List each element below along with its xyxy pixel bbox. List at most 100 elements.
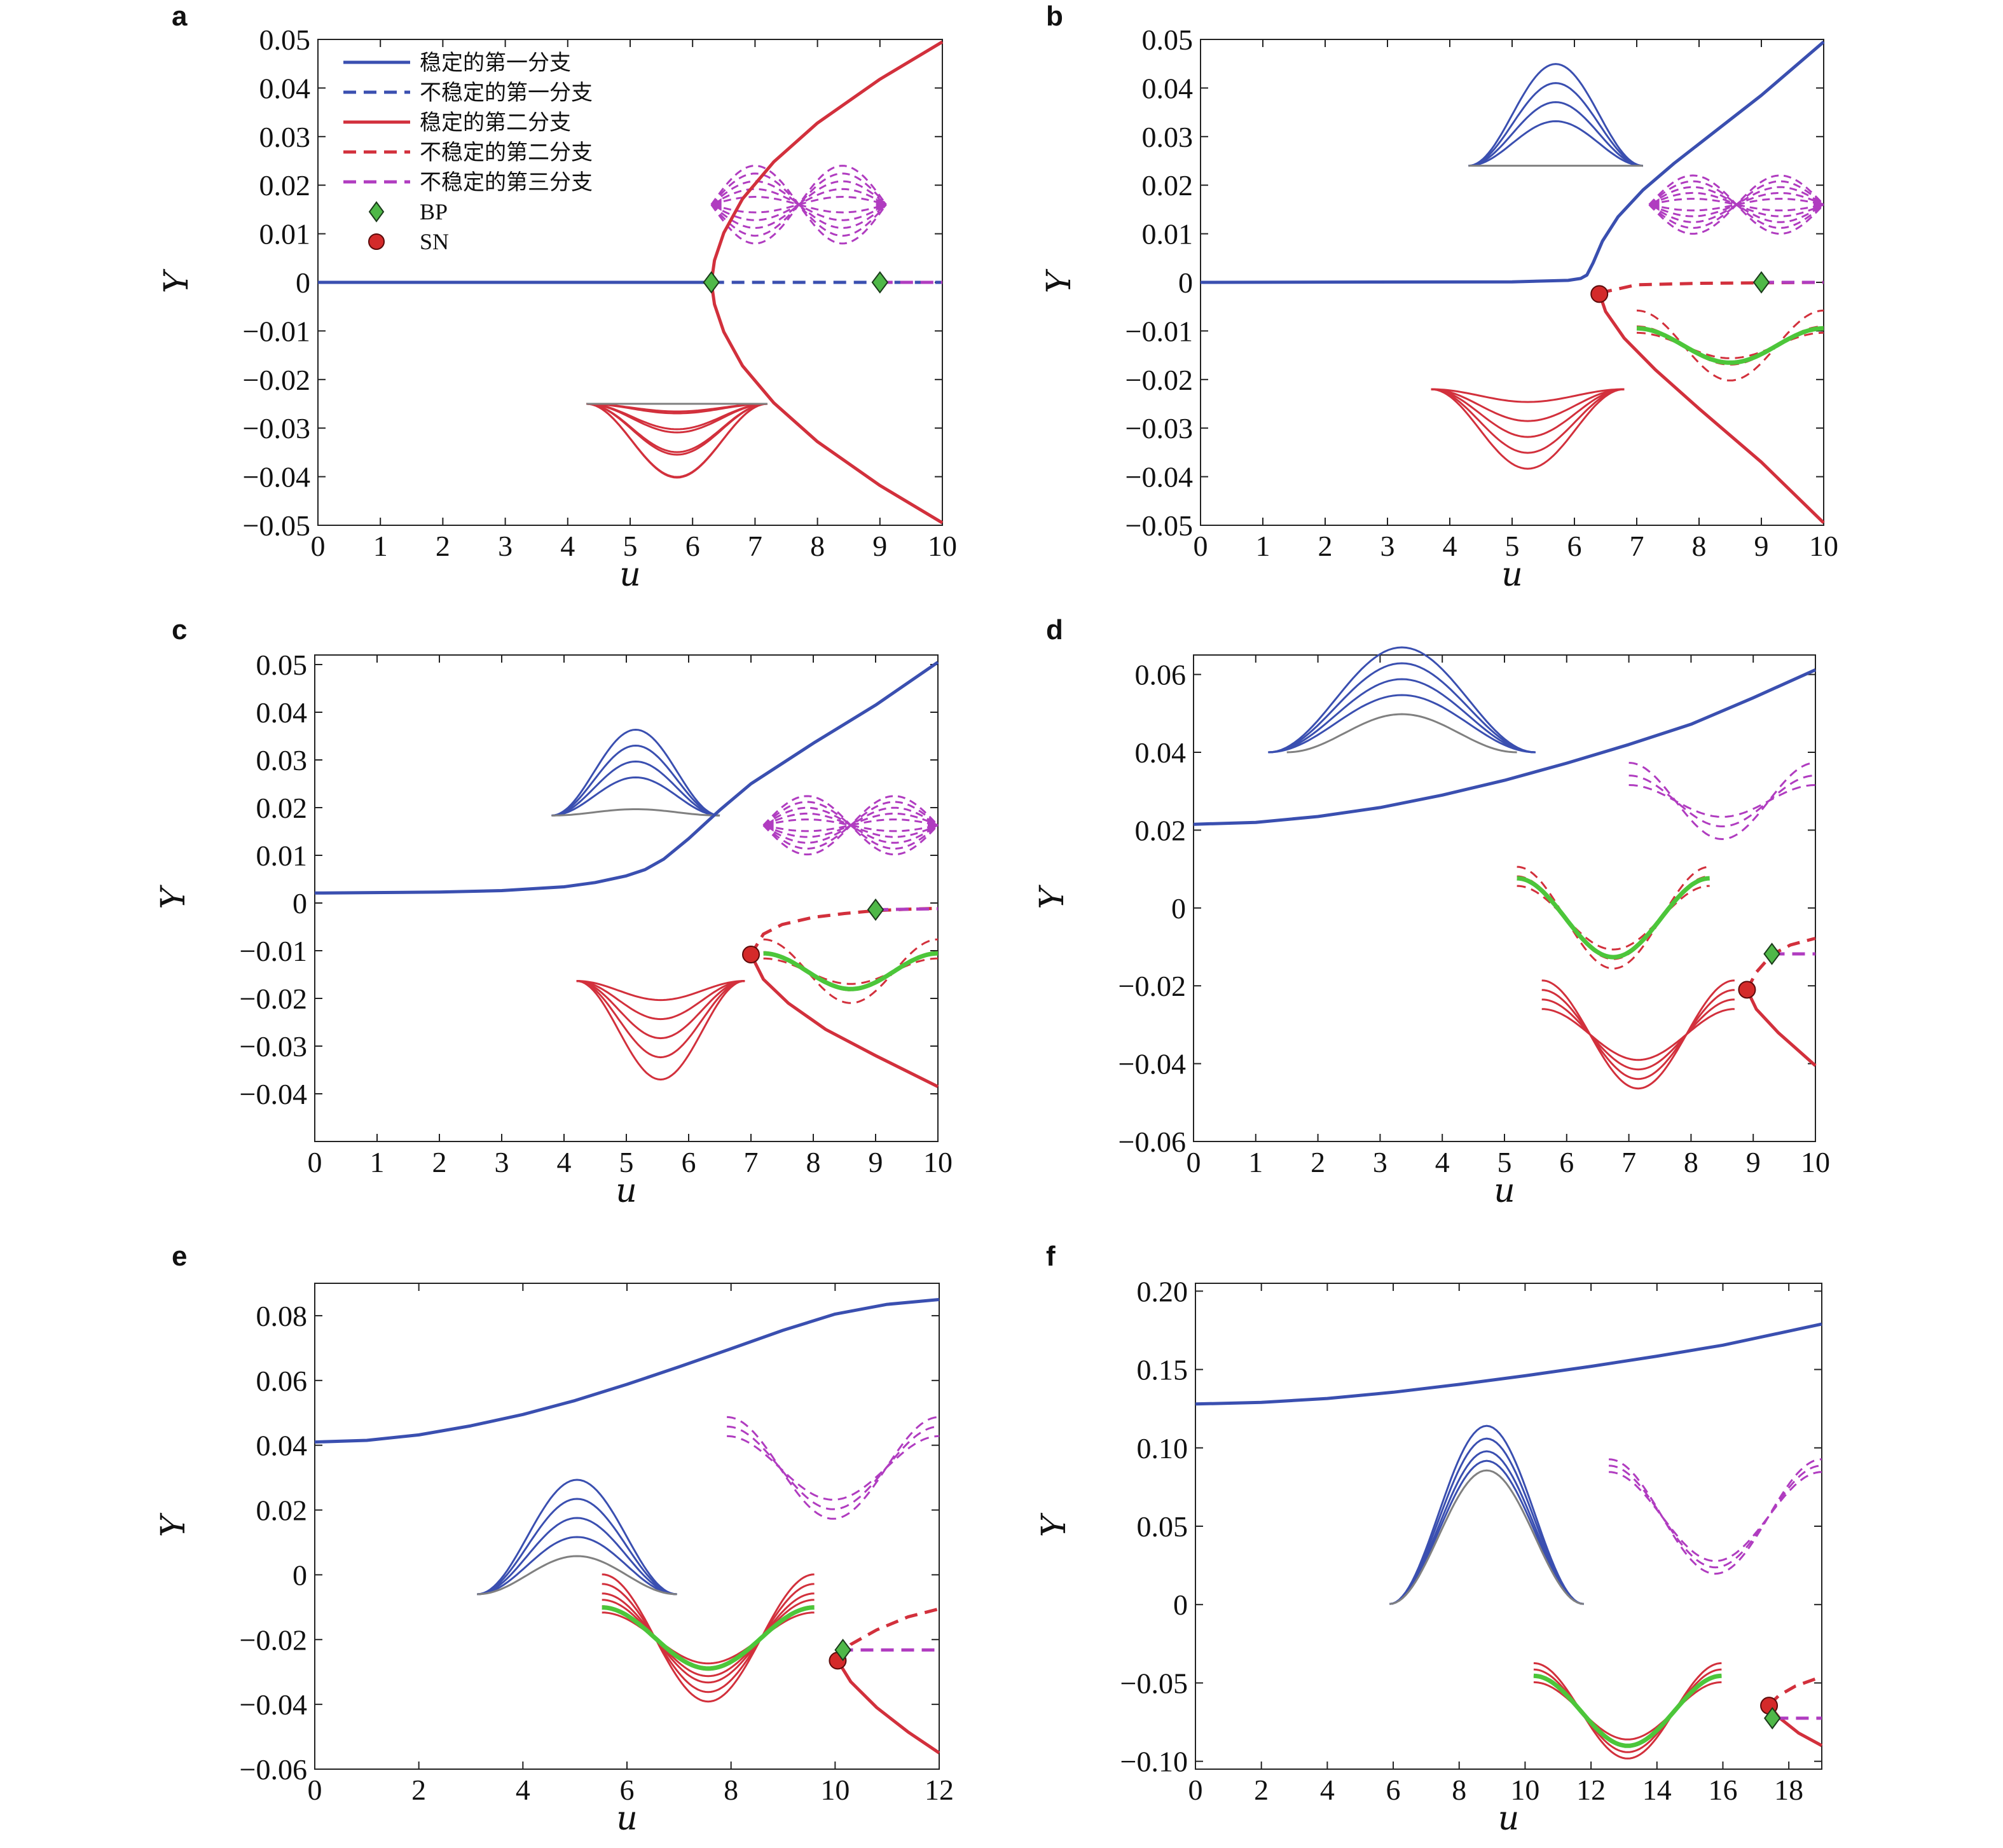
inset-blue-curve <box>551 760 720 817</box>
x-tick-label: 0 <box>311 530 326 562</box>
y-tick-label: −0.01 <box>1125 315 1193 347</box>
x-axis-label: u <box>1501 556 1523 594</box>
y-tick-label: −0.04 <box>240 1688 307 1721</box>
x-tick-label: 6 <box>685 530 700 562</box>
legend-label: SN <box>420 229 449 254</box>
inset-magenta-arrow-left <box>763 818 774 832</box>
bp-marker <box>1763 942 1780 965</box>
inset-red-dashed-curve <box>763 957 938 985</box>
legend-label: 不稳定的第一分支 <box>420 80 593 106</box>
y-tick-label: 0.06 <box>256 1365 308 1397</box>
y-tick-label: 0.05 <box>259 24 311 56</box>
x-axis-label: u <box>1494 1172 1515 1210</box>
inset-magenta-curve <box>727 1425 940 1510</box>
inset-magenta-curve <box>710 203 887 237</box>
panel-d: d 0 1 2 3 4 5 6 7 8 9 10 0.06 0.04 0.02 0 −0.02 −0.04 −0.0… <box>1033 614 1830 1210</box>
y-tick-label: 0.05 <box>256 649 308 681</box>
inset-green-curve <box>602 1605 815 1671</box>
inset-magenta-curve <box>762 801 939 827</box>
y-tick-label: 0.01 <box>1142 218 1194 251</box>
inset-red-dashed-curve <box>1636 309 1824 382</box>
inset-magenta-curve <box>1608 1458 1822 1575</box>
inset-red-curve <box>1431 388 1625 470</box>
y-tick-label: 0.08 <box>256 1300 308 1332</box>
y-tick-label: −0.01 <box>240 935 307 967</box>
x-tick-label: 4 <box>516 1774 530 1806</box>
y-tick-label: 0.03 <box>1142 121 1194 153</box>
inset-red-curve <box>602 1573 815 1703</box>
inset-magenta-arrow-left <box>1649 198 1660 211</box>
inset-magenta-curve <box>762 812 939 827</box>
inset-red-curve <box>602 1583 815 1693</box>
x-tick-label: 8 <box>1452 1774 1466 1806</box>
panel-letter: f <box>1046 1241 1056 1272</box>
y-axis-label: Y <box>1040 268 1078 293</box>
x-tick-label: 7 <box>744 1146 759 1178</box>
x-tick-label: 0 <box>1187 1146 1201 1178</box>
y-tick-label: 0.04 <box>1142 72 1194 104</box>
panel-e: e 0 2 4 6 8 10 12 0.08 0.06 0.04 0.02 0 −0.02 −0.04 −0.… <box>155 1241 954 1838</box>
inset-magenta-curve <box>727 1435 940 1501</box>
plot-frame <box>314 654 939 1142</box>
inset-red-dashed-curve <box>763 938 939 1004</box>
x-tick-label: 6 <box>1559 1146 1574 1178</box>
inset-red-down-curve <box>586 403 768 456</box>
panel-letter: b <box>1046 1 1063 32</box>
inset-magenta-arrow-right <box>1814 198 1824 211</box>
x-axis-label: u <box>616 1800 638 1838</box>
x-tick-label: 3 <box>495 1146 509 1178</box>
y-tick-label: 0.03 <box>256 744 308 776</box>
x-tick-label: 3 <box>1380 530 1395 562</box>
y-tick-label: −0.05 <box>1120 1667 1188 1699</box>
y-tick-label: 0.05 <box>1142 24 1194 56</box>
inset-red-down-curve <box>586 403 767 415</box>
plot-frame <box>1193 654 1816 1142</box>
x-tick-label: 5 <box>1497 1146 1512 1178</box>
y-tick-label: 0.02 <box>256 1494 308 1527</box>
panel-letter: c <box>172 614 187 645</box>
inset-magenta <box>710 165 887 245</box>
legend-item: 不稳定的第二分支 <box>343 140 593 165</box>
inset-magenta-curve <box>1649 203 1824 212</box>
inset-magenta-arrow-right <box>928 818 938 832</box>
y-tick-label: 0 <box>293 1559 307 1591</box>
plot-frame <box>314 1283 940 1770</box>
inset-red-curve <box>1541 1008 1735 1061</box>
series-line <box>1768 1675 1822 1706</box>
inset-blue <box>1268 646 1536 754</box>
inset-green <box>1517 876 1710 960</box>
inset-blue-curve <box>1268 646 1536 754</box>
y-tick-label: 0.06 <box>1135 659 1187 691</box>
x-tick-label: 10 <box>1510 1774 1539 1806</box>
x-tick-label: 6 <box>1386 1774 1401 1806</box>
y-tick-label: 0.04 <box>256 1430 308 1462</box>
inset-magenta <box>1648 174 1825 235</box>
y-tick-label: 0 <box>296 266 310 299</box>
legend-label: BP <box>420 199 448 224</box>
plot-frame <box>1195 1283 1822 1770</box>
inset-magenta-curve <box>1648 203 1824 229</box>
inset-magenta-arrow-right <box>876 198 886 211</box>
inset-blue-curve <box>1468 63 1643 167</box>
x-tick-label: 4 <box>560 530 575 562</box>
legend-label: 不稳定的第二分支 <box>420 140 593 165</box>
inset-gray-curve <box>1286 713 1517 754</box>
inset-red-curve <box>576 980 745 1002</box>
x-tick-label: 2 <box>411 1774 426 1806</box>
inset-gray <box>477 1555 677 1596</box>
inset-blue-curve <box>477 1479 677 1596</box>
x-tick-label: 5 <box>1505 530 1520 562</box>
legend-item: 不稳定的第一分支 <box>343 80 593 106</box>
x-tick-label: 1 <box>1256 530 1270 562</box>
inset-red-dashed-curve <box>1636 325 1824 366</box>
legend-swatch <box>368 233 385 250</box>
y-tick-label: 0.01 <box>259 218 311 251</box>
y-tick-label: −0.02 <box>240 1624 307 1656</box>
x-axis-label: u <box>619 556 641 594</box>
y-axis-label: Y <box>158 268 196 293</box>
inset-blue <box>1389 1424 1584 1605</box>
inset-blue-curve <box>551 776 720 817</box>
x-tick-label: 7 <box>1621 1146 1636 1178</box>
panel-letter: e <box>172 1241 187 1272</box>
inset-blue-curve <box>1268 662 1536 754</box>
